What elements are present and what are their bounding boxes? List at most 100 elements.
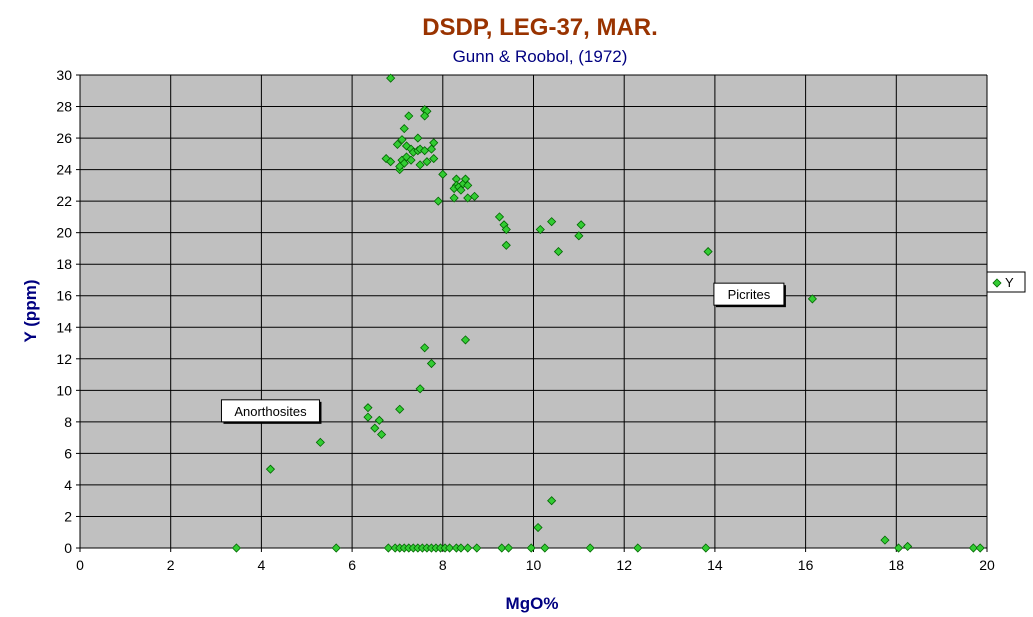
y-tick-label: 6 [64,445,72,461]
y-tick-label: 4 [64,477,72,493]
data-point [429,138,439,148]
x-axis-title: MgO% [506,594,559,613]
data-point [397,135,407,145]
data-point [392,139,403,149]
data-point [426,144,437,154]
data-point [540,543,550,553]
y-tick-label: 24 [56,162,72,178]
data-point [576,220,586,230]
x-tick-label: 8 [439,557,447,573]
data-point [807,294,817,304]
y-tick-label: 14 [56,319,72,335]
data-point [456,185,466,195]
annotation-label: Picrites [728,287,771,302]
data-point [633,543,643,553]
data-point [315,437,325,447]
data-point [526,543,536,553]
y-tick-label: 16 [56,288,72,304]
x-tick-label: 20 [979,557,995,573]
chart-title: DSDP, LEG-37, MAR. [422,14,658,41]
data-point [494,212,505,222]
y-tick-label: 8 [64,414,72,430]
data-point [456,543,466,553]
x-tick-label: 4 [258,557,266,573]
data-point [547,496,557,506]
data-point [503,543,514,553]
data-point [880,535,890,545]
y-tick-label: 0 [64,540,72,556]
data-point [374,415,384,425]
data-point [404,111,414,121]
legend-marker [992,278,1002,288]
y-tick-label: 18 [56,256,72,272]
data-point [415,384,425,394]
chart-subtitle: Gunn & Roobol, (1972) [453,47,628,66]
annotation-box [220,399,320,423]
data-point [894,543,904,553]
data-point [449,193,459,203]
y-tick-label: 12 [56,351,72,367]
data-point [463,543,473,553]
data-point [265,464,276,474]
data-point [377,429,387,440]
x-tick-label: 12 [616,557,632,573]
data-point [501,240,511,250]
data-point [422,157,432,167]
data-point [395,161,405,172]
data-point [386,73,396,83]
data-point [433,196,443,206]
data-point [445,543,455,553]
data-point [533,522,543,533]
x-tick-label: 16 [798,557,814,573]
data-point [406,155,416,165]
y-tick-label: 20 [56,225,72,241]
data-point [386,157,396,167]
y-tick-label: 30 [56,67,72,83]
data-point [535,224,545,235]
data-point [363,403,373,413]
data-point [231,543,242,553]
data-point [331,543,341,553]
y-tick-label: 22 [56,193,72,209]
data-point [703,247,713,257]
data-point [701,543,711,553]
data-point [585,543,595,553]
x-tick-label: 10 [526,557,542,573]
x-tick-label: 18 [889,557,905,573]
data-point [383,543,393,553]
data-point [463,180,473,190]
annotation-label: Anorthosites [234,404,307,419]
data-point [472,543,482,553]
data-point [497,543,507,553]
data-point [429,153,439,164]
data-point [460,174,471,184]
data-point [903,541,913,551]
data-point [413,133,423,143]
y-axis-title: Y (ppm) [21,280,40,343]
data-point [975,543,985,553]
data-point [420,343,430,353]
data-point [363,412,373,422]
data-point [968,543,978,553]
x-tick-label: 2 [167,557,175,573]
data-point [420,111,430,121]
y-tick-label: 2 [64,508,72,524]
x-tick-label: 6 [348,557,356,573]
data-point [574,231,584,241]
x-tick-label: 14 [707,557,723,573]
data-point [395,404,405,414]
data-point [547,217,557,227]
y-tick-label: 10 [56,382,72,398]
data-point [399,124,409,134]
legend-label: Y [1005,275,1014,290]
y-tick-label: 26 [56,130,72,146]
x-tick-label: 0 [76,557,84,573]
data-point [415,160,425,170]
data-point [370,423,380,433]
data-point [501,224,511,235]
data-point [469,191,480,201]
data-point [438,169,448,179]
annotation-box [713,282,785,306]
data-point [553,247,564,257]
